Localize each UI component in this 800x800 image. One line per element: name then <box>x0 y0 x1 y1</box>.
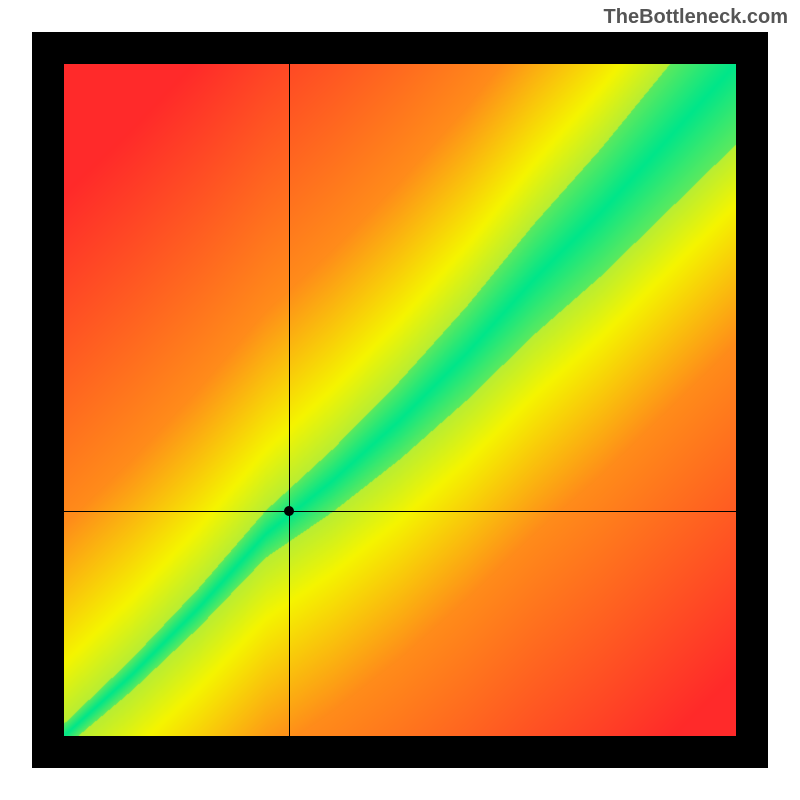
heatmap-canvas <box>64 64 736 736</box>
root: TheBottleneck.com <box>0 0 800 800</box>
watermark-text: TheBottleneck.com <box>604 6 788 29</box>
plot-area <box>64 64 736 736</box>
crosshair-vertical <box>289 64 290 736</box>
outer-black-frame <box>32 32 768 768</box>
crosshair-marker-dot <box>284 506 294 516</box>
crosshair-horizontal <box>64 511 736 512</box>
